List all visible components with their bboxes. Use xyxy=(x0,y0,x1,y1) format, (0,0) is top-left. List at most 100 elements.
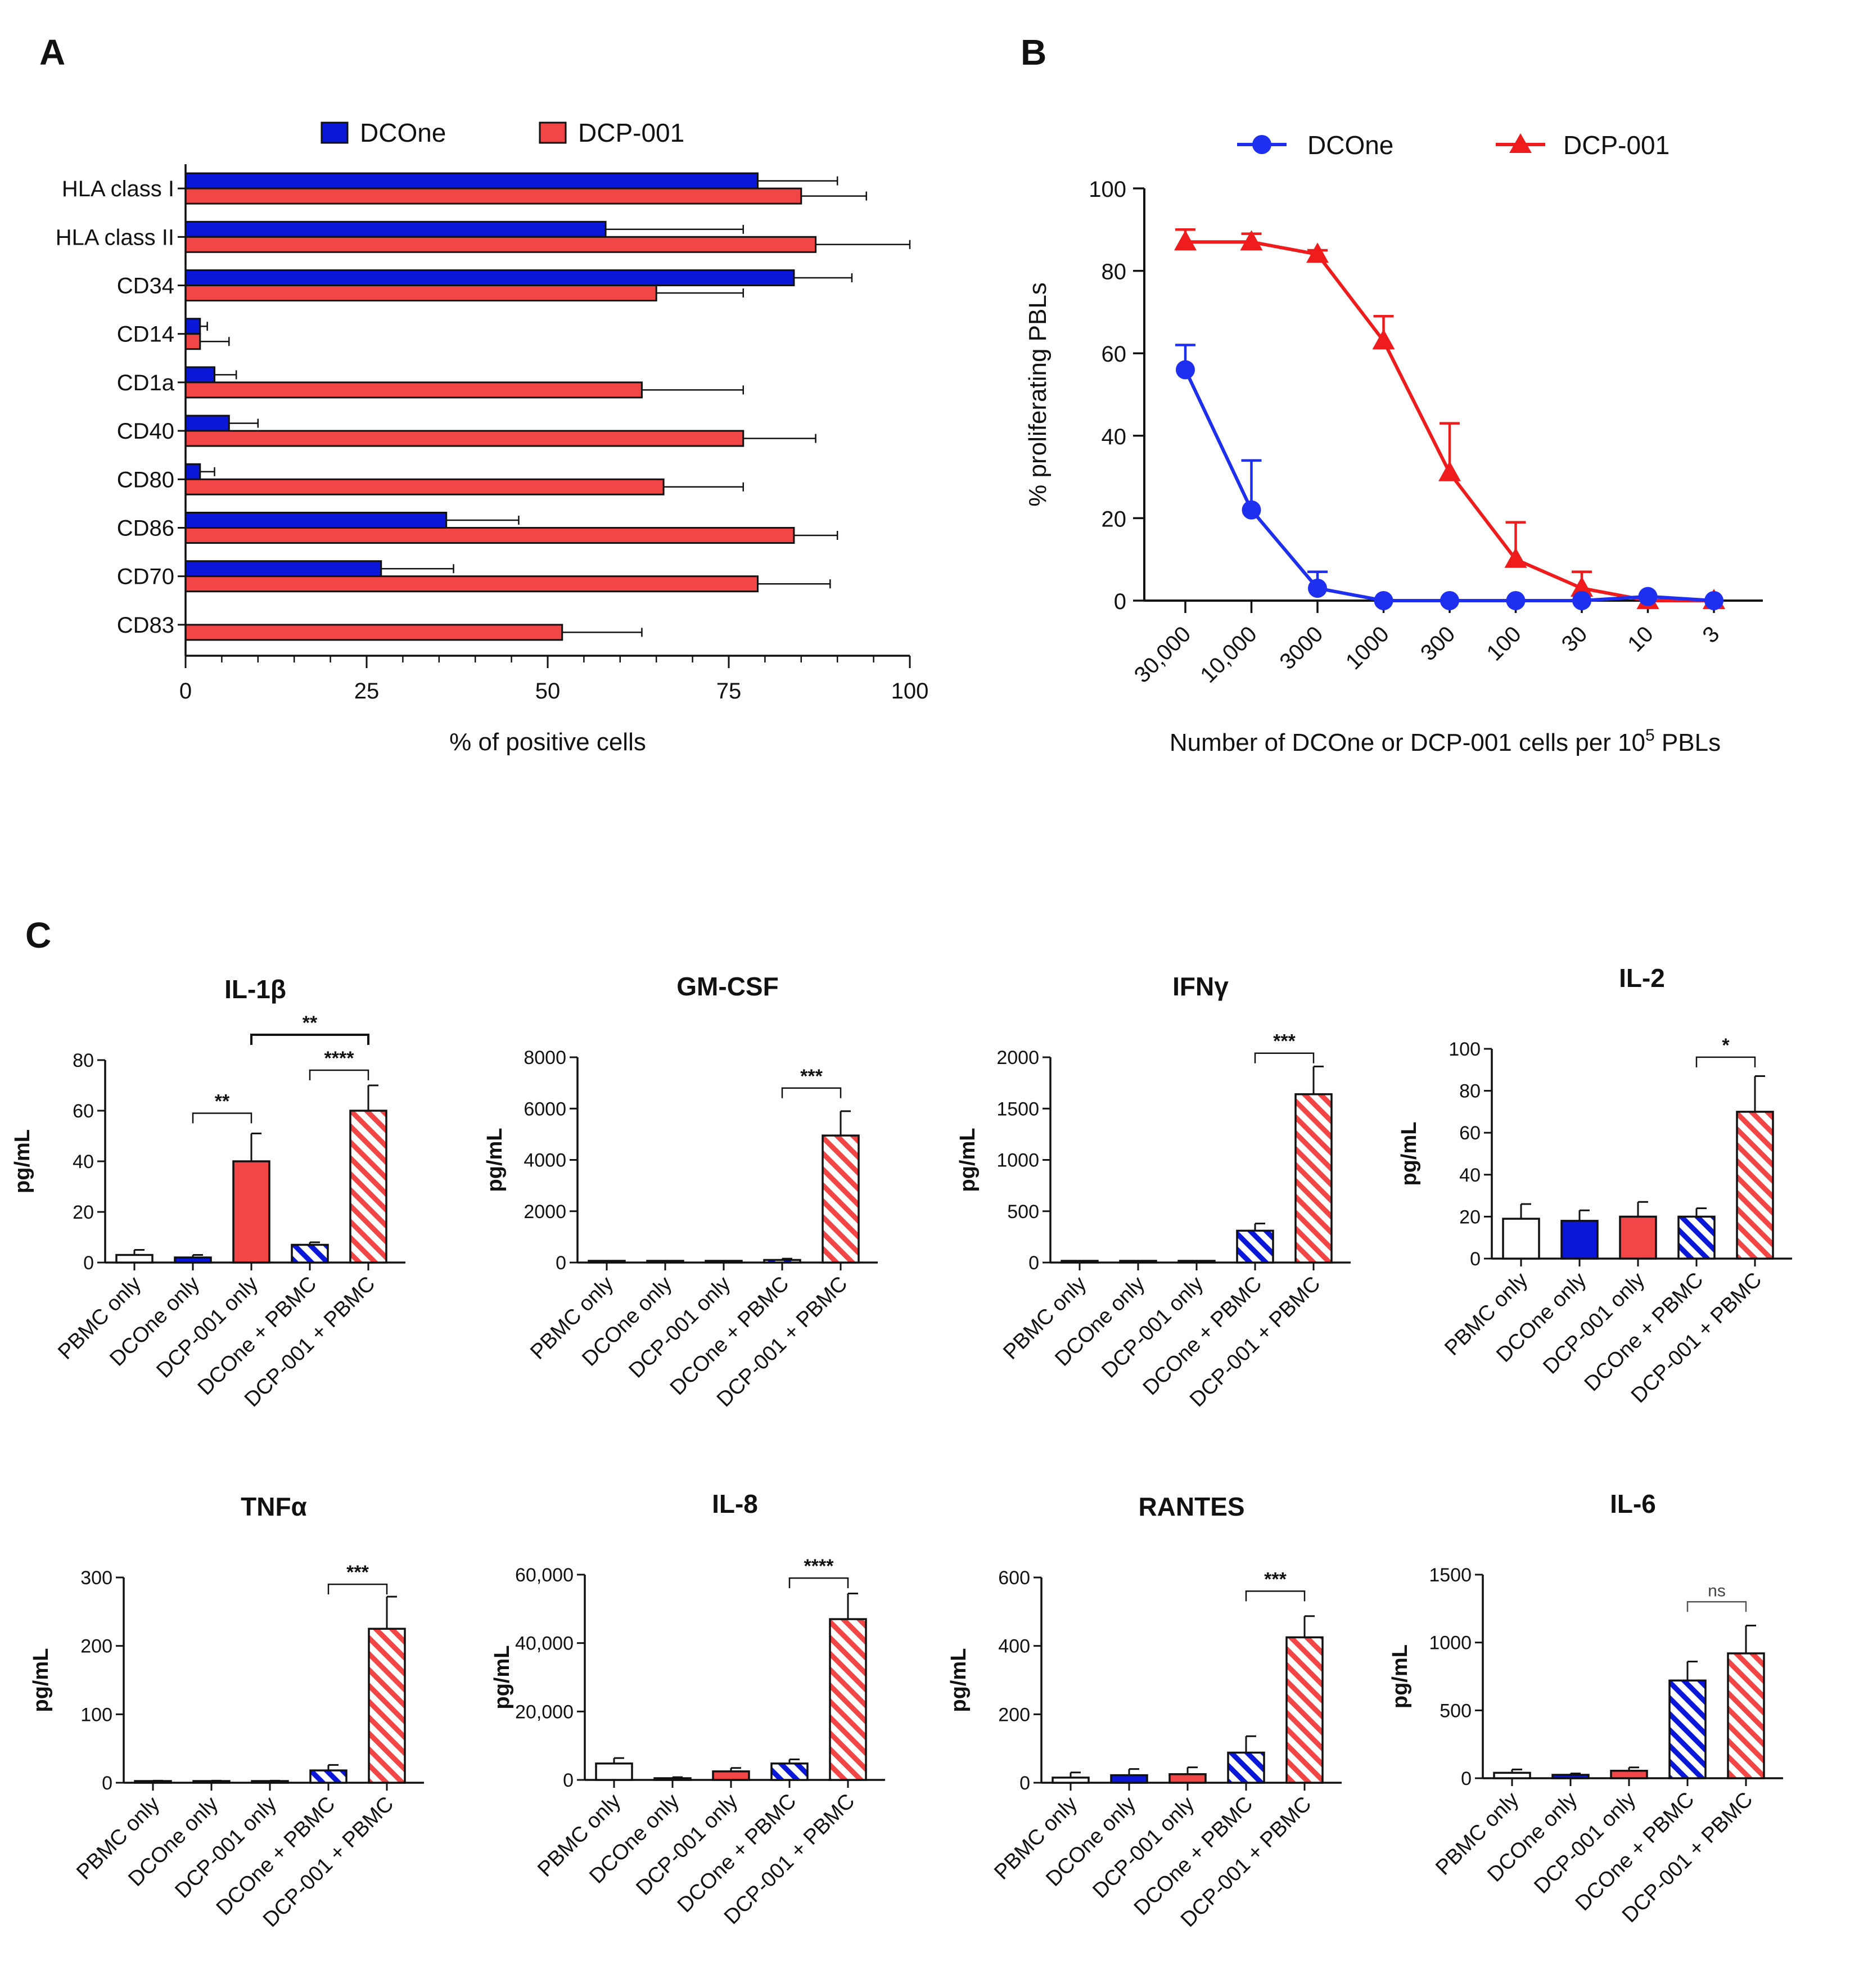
y-tick-label: 8000 xyxy=(524,1047,566,1069)
bar xyxy=(770,1762,809,1781)
y-axis-title: pg/mL xyxy=(483,1128,507,1192)
y-tick-label: 4000 xyxy=(524,1150,566,1171)
y-tick-label: 100 xyxy=(1089,177,1126,202)
x-tick-label: 25 xyxy=(354,679,380,704)
panel-label-a: A xyxy=(39,32,65,73)
category-label: CD70 xyxy=(117,565,174,589)
bar xyxy=(595,1762,633,1781)
data-point-dcp001 xyxy=(1240,230,1263,251)
y-tick-label: 1000 xyxy=(1429,1633,1472,1654)
data-point-dcone xyxy=(1638,587,1658,606)
category-label: DCP-001 only xyxy=(1097,1272,1208,1383)
significance-bracket xyxy=(192,1112,252,1124)
bar xyxy=(653,1777,692,1781)
x-axis-title-text: Number of DCOne or DCP-001 cells per 10 xyxy=(1170,729,1645,756)
significance-bracket xyxy=(1695,1056,1756,1067)
panel-label-b: B xyxy=(1021,32,1046,73)
significance-label: **** xyxy=(324,1048,355,1069)
legend-marker-circle xyxy=(1252,135,1271,154)
bar xyxy=(232,1160,270,1264)
bar xyxy=(174,1256,212,1264)
bar xyxy=(1668,1679,1707,1779)
category-label: HLA class II xyxy=(56,225,174,250)
legend-label-b-1: DCOne xyxy=(1307,130,1393,160)
y-tick-label: 80 xyxy=(1459,1081,1481,1102)
category-label: HLA class I xyxy=(62,177,174,201)
x-axis-title-superscript: 5 xyxy=(1645,726,1655,745)
bar xyxy=(763,1259,801,1264)
bar xyxy=(705,1260,743,1264)
significance-label: * xyxy=(1722,1035,1730,1056)
data-point-dcp001 xyxy=(1306,242,1329,263)
y-tick-label: 60 xyxy=(1102,342,1127,367)
bar xyxy=(1119,1260,1157,1264)
x-tick-label: 1000 xyxy=(1341,621,1394,674)
y-axis-title: pg/mL xyxy=(956,1128,980,1192)
significance-label: *** xyxy=(800,1066,823,1087)
legend-swatch-a-1 xyxy=(321,121,349,144)
y-axis-title: pg/mL xyxy=(1397,1122,1421,1186)
y-axis-title: pg/mL xyxy=(29,1648,53,1712)
y-tick-label: 20 xyxy=(1102,507,1127,531)
y-tick-label: 0 xyxy=(83,1252,94,1274)
bar xyxy=(1061,1260,1099,1264)
category-label: CD80 xyxy=(117,467,174,492)
data-point-dcone xyxy=(1440,591,1459,610)
bar xyxy=(1168,1773,1207,1784)
significance-label: ** xyxy=(215,1091,230,1112)
y-tick-label: 0 xyxy=(1019,1773,1030,1794)
subplot-title: RANTES xyxy=(1138,1492,1244,1521)
bar xyxy=(1736,1111,1774,1260)
y-tick-label: 0 xyxy=(102,1773,112,1794)
bar xyxy=(115,1254,154,1264)
significance-label: ** xyxy=(303,1012,318,1034)
data-point-dcp001 xyxy=(1504,547,1527,568)
bar-dcone xyxy=(184,172,759,190)
y-tick-label: 300 xyxy=(80,1567,112,1589)
legend-label-a-2: DCP-001 xyxy=(578,118,684,147)
y-tick-label: 60,000 xyxy=(515,1565,574,1586)
y-axis-title: pg/mL xyxy=(490,1646,514,1710)
bar-dcp001 xyxy=(184,187,802,205)
y-tick-label: 80 xyxy=(1102,260,1127,285)
x-tick-label: 30 xyxy=(1557,621,1592,657)
bar xyxy=(291,1243,329,1264)
bar-dcone xyxy=(184,318,201,335)
bar-dcp001 xyxy=(184,333,201,350)
bar xyxy=(309,1769,348,1784)
y-tick-label: 40 xyxy=(73,1151,94,1173)
bar-dcone xyxy=(184,463,201,480)
x-axis-title-suffix: PBLs xyxy=(1655,729,1721,756)
category-label: DCP-001 only xyxy=(1529,1788,1640,1899)
category-label: DCP-001 only xyxy=(624,1272,735,1383)
x-tick-label: 30,000 xyxy=(1130,621,1196,688)
x-tick-label: 3 xyxy=(1698,621,1725,648)
legend-swatch-a-2 xyxy=(539,121,567,144)
significance-label: *** xyxy=(1264,1568,1287,1590)
y-tick-label: 40 xyxy=(1459,1165,1481,1186)
bar xyxy=(1177,1260,1216,1264)
data-point-dcone xyxy=(1572,591,1591,610)
y-tick-label: 20 xyxy=(1459,1206,1481,1228)
significance-bracket xyxy=(309,1069,369,1080)
data-point-dcone xyxy=(1374,591,1393,610)
y-tick-label: 400 xyxy=(998,1636,1030,1657)
bar xyxy=(1285,1636,1324,1784)
series-line-dcp001 xyxy=(1185,240,1714,602)
y-tick-label: 2000 xyxy=(996,1047,1039,1069)
significance-bracket xyxy=(781,1087,842,1098)
bar-dcone xyxy=(184,414,230,432)
y-tick-label: 0 xyxy=(1461,1768,1472,1789)
bar-dcone xyxy=(184,512,448,529)
y-axis-title: % proliferating PBLs xyxy=(1024,282,1052,507)
bar xyxy=(1560,1220,1599,1260)
y-tick-label: 0 xyxy=(1114,589,1126,614)
bar xyxy=(1551,1774,1590,1779)
subplot-title: IL-8 xyxy=(712,1489,758,1518)
